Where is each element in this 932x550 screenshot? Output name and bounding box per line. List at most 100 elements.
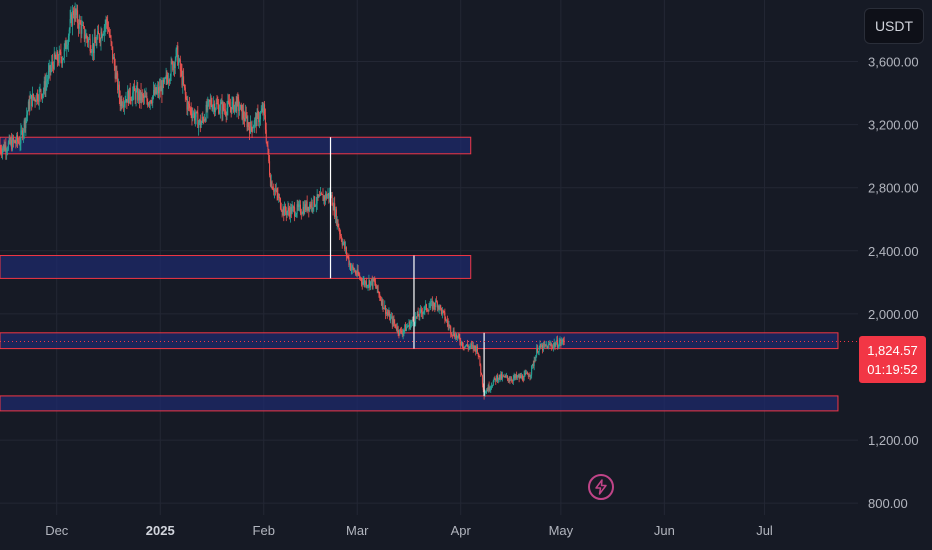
candle-body: [325, 193, 327, 199]
candle-body: [248, 122, 250, 127]
candle-up: [490, 385, 492, 393]
candle-down: [501, 371, 503, 380]
currency-selector-button[interactable]: USDT: [864, 8, 924, 44]
candle-up: [428, 302, 430, 312]
candle-body: [443, 310, 445, 313]
candle-body: [290, 207, 292, 214]
candle-down: [189, 106, 191, 116]
candle-up: [384, 300, 386, 311]
candle-down: [272, 186, 274, 191]
candle-down: [352, 262, 354, 271]
alert-button[interactable]: [588, 474, 614, 500]
candle-body: [455, 334, 457, 339]
candle-body: [422, 312, 424, 315]
y-axis-labels: 800.00 1,200.00 2,000.00 2,400.00 2,800.00 3,…: [868, 55, 919, 512]
candle-body: [178, 60, 180, 65]
candle-body: [168, 80, 170, 81]
candle-body: [439, 305, 441, 310]
candle-up: [275, 182, 277, 193]
candle-down: [79, 15, 81, 25]
candle-up: [170, 56, 172, 81]
candle-down: [297, 199, 299, 211]
candle-up: [157, 81, 159, 98]
candle-up: [333, 197, 335, 211]
candle-down: [188, 101, 190, 112]
candle-body: [405, 326, 407, 332]
candle-body: [76, 10, 78, 16]
candle-body: [435, 300, 437, 307]
candle-up: [439, 304, 441, 315]
candle-up: [256, 108, 258, 127]
candle-up: [102, 33, 104, 41]
candle-up: [318, 194, 320, 199]
candle-body: [98, 34, 100, 40]
last-price-value: 1,824.57: [867, 342, 918, 358]
candle-down: [90, 45, 92, 54]
candle-body: [234, 101, 236, 105]
candle-up: [195, 111, 197, 125]
candle-down: [412, 316, 414, 322]
candle-body: [274, 189, 276, 191]
candle-body: [302, 207, 304, 214]
candle-down: [181, 63, 183, 88]
candle-down: [185, 91, 187, 101]
candle-down: [265, 122, 267, 144]
candle-body: [149, 100, 151, 104]
candle-body: [490, 386, 492, 390]
x-tick-label: Dec: [45, 523, 69, 538]
candle-body: [344, 242, 346, 249]
candle-body: [530, 374, 532, 377]
candle-body: [432, 302, 434, 309]
candle-body: [246, 116, 248, 128]
candle-down: [426, 307, 428, 312]
candle-body: [164, 77, 166, 79]
candle-body: [361, 281, 363, 285]
candle-down: [281, 209, 283, 218]
candle-body: [425, 304, 427, 311]
candle-down: [77, 4, 79, 29]
candle-body: [487, 384, 489, 392]
currency-label: USDT: [874, 18, 914, 34]
candle-up: [176, 45, 178, 58]
candle-up: [533, 356, 535, 371]
candle-body: [64, 41, 66, 48]
candle-up: [46, 72, 48, 91]
candle-down: [380, 296, 382, 307]
candle-body: [278, 197, 280, 198]
candle-body: [27, 111, 29, 115]
candle-down: [386, 309, 388, 319]
candle-up: [156, 84, 158, 96]
candle-body: [17, 141, 19, 143]
candle-body: [48, 65, 50, 72]
candle-up: [201, 112, 203, 125]
candle-up: [259, 112, 261, 129]
candle-up: [455, 331, 457, 341]
candle-body: [82, 25, 84, 27]
candle-body: [389, 312, 391, 321]
candle-body: [102, 35, 104, 38]
candle-down: [506, 375, 508, 382]
candle-up: [139, 90, 141, 104]
candle-body: [396, 326, 398, 330]
candle-body: [441, 310, 443, 315]
y-tick-label: 2,800.00: [868, 181, 919, 196]
candle-body: [341, 240, 343, 245]
candle-up: [193, 110, 195, 119]
candle-up: [370, 278, 372, 286]
candle-body: [529, 375, 531, 377]
candle-up: [356, 264, 358, 278]
candle-body: [244, 118, 246, 121]
candle-body: [255, 116, 257, 126]
candle-down: [97, 24, 99, 35]
candle-down: [472, 341, 474, 353]
candle-body: [21, 130, 23, 132]
candle-up: [402, 328, 404, 340]
candle-down: [395, 324, 397, 329]
candle-body: [277, 193, 279, 198]
candle-up: [441, 307, 443, 319]
candle-body: [161, 85, 163, 95]
candle-up: [67, 33, 69, 52]
candle-body: [281, 210, 283, 213]
